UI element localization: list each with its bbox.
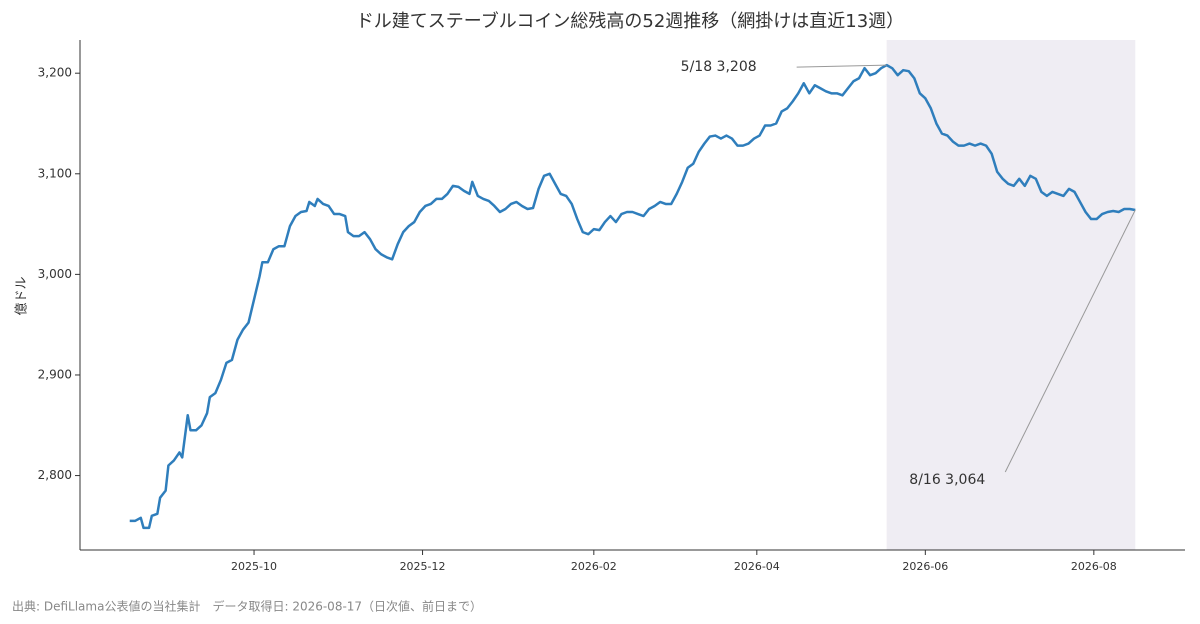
footer: 出典: DefiLlama公表値の当社集計 データ取得日: 2026-08-17… bbox=[12, 599, 482, 614]
x-tick-label: 2026-06 bbox=[902, 560, 948, 573]
x-tick-label: 2025-10 bbox=[231, 560, 277, 573]
annotation: 8/16 3,064 bbox=[909, 472, 985, 488]
annotation: 5/18 3,208 bbox=[681, 59, 757, 75]
y-tick-label: 2,800 bbox=[38, 468, 72, 482]
y-tick-label: 2,900 bbox=[38, 367, 72, 381]
chart-title: ドル建てステーブルコイン総残高の52週推移（網掛けは直近13週） bbox=[356, 10, 904, 32]
x-tick-label: 2026-02 bbox=[571, 560, 617, 573]
line-series bbox=[129, 63, 1136, 530]
highlight-band bbox=[886, 40, 1136, 550]
x-tick-label: 2026-04 bbox=[734, 560, 780, 573]
y-tick-label: 3,200 bbox=[38, 66, 72, 80]
y-tick-label: 3,000 bbox=[38, 267, 72, 281]
annotation-leader bbox=[1004, 209, 1136, 473]
annotation-leader bbox=[796, 64, 887, 68]
y-tick-label: 3,100 bbox=[38, 166, 72, 180]
y-axis-label: 億ドル bbox=[14, 276, 30, 315]
x-tick-label: 2025-12 bbox=[400, 560, 446, 573]
x-tick-label: 2026-08 bbox=[1071, 560, 1117, 573]
